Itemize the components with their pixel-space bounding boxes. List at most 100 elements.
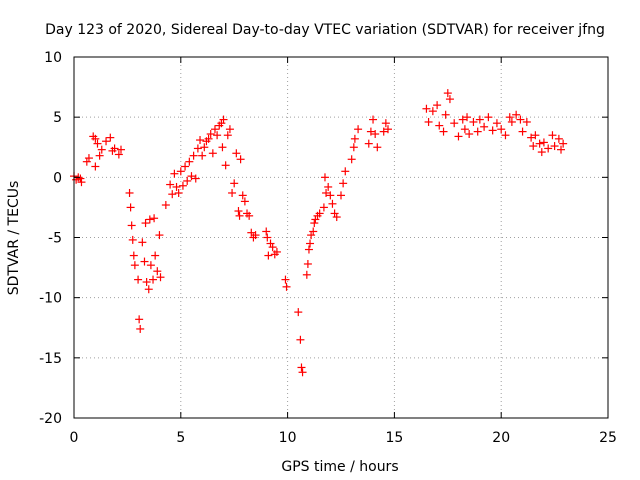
- data-point: [304, 245, 313, 254]
- data-point: [322, 188, 331, 197]
- data-point: [263, 233, 272, 242]
- data-point: [307, 231, 316, 240]
- data-point: [443, 89, 452, 98]
- data-point: [206, 130, 215, 139]
- x-tick-label: 20: [492, 430, 510, 446]
- data-point: [473, 127, 482, 136]
- data-point: [251, 231, 260, 240]
- data-point: [264, 251, 273, 260]
- data-point: [221, 161, 230, 170]
- data-point: [326, 191, 335, 200]
- data-point: [435, 121, 444, 130]
- data-point: [129, 251, 138, 260]
- data-point: [210, 125, 219, 134]
- data-point: [445, 95, 454, 104]
- data-point: [306, 239, 315, 248]
- data-point: [134, 275, 143, 284]
- data-point: [319, 203, 328, 212]
- y-tick-label: 10: [44, 50, 62, 66]
- data-point: [559, 139, 568, 148]
- data-point: [166, 180, 175, 189]
- data-point: [463, 113, 472, 122]
- data-point: [371, 130, 380, 139]
- data-point: [128, 235, 137, 244]
- data-point: [347, 155, 356, 164]
- data-point: [480, 122, 489, 131]
- data-point: [311, 215, 320, 224]
- data-point: [234, 207, 243, 216]
- y-tick-label: -20: [39, 411, 62, 427]
- data-point: [332, 213, 341, 222]
- data-point: [198, 151, 207, 160]
- data-point: [176, 167, 185, 176]
- y-axis-label: SDTVAR / TECUs: [6, 181, 22, 296]
- data-point: [126, 203, 135, 212]
- data-point: [146, 261, 155, 270]
- data-point: [281, 275, 290, 284]
- data-point: [268, 243, 277, 252]
- data-point: [297, 363, 306, 372]
- data-point: [183, 176, 192, 185]
- data-point: [235, 211, 244, 220]
- chart-title: Day 123 of 2020, Sidereal Day-to-day VTE…: [45, 22, 605, 38]
- data-point: [225, 125, 234, 134]
- data-point: [106, 133, 115, 142]
- data-point: [185, 157, 194, 166]
- data-point: [557, 145, 566, 154]
- data-point: [172, 182, 181, 191]
- data-point: [204, 134, 213, 143]
- data-point: [544, 144, 553, 153]
- data-point: [155, 231, 164, 240]
- data-point: [379, 127, 388, 136]
- data-point: [138, 238, 147, 247]
- data-point: [527, 133, 536, 142]
- data-point: [230, 179, 239, 188]
- data-point: [141, 219, 150, 228]
- data-point: [516, 115, 525, 124]
- data-point: [142, 278, 151, 287]
- data-point: [238, 191, 247, 200]
- data-point: [428, 107, 437, 116]
- data-point: [91, 162, 100, 171]
- data-point: [302, 270, 311, 279]
- data-point: [76, 174, 85, 183]
- data-point: [240, 197, 249, 206]
- x-tick-label: 15: [385, 430, 403, 446]
- data-point: [223, 131, 232, 140]
- data-point: [373, 143, 382, 152]
- data-point: [460, 125, 469, 134]
- data-point: [296, 335, 305, 344]
- data-point: [339, 179, 348, 188]
- data-point: [272, 247, 281, 256]
- data-point: [535, 139, 544, 148]
- data-point: [262, 227, 271, 236]
- data-point: [529, 142, 538, 151]
- data-point: [232, 149, 241, 158]
- data-point: [450, 119, 459, 128]
- x-tick-label: 10: [279, 430, 297, 446]
- data-point: [84, 154, 93, 163]
- data-point: [328, 199, 337, 208]
- data-point: [303, 259, 312, 268]
- data-point: [196, 136, 205, 145]
- data-point: [554, 134, 563, 143]
- data-point: [150, 214, 159, 223]
- data-point: [93, 139, 102, 148]
- data-point: [492, 119, 501, 128]
- data-point: [294, 308, 303, 317]
- data-point: [537, 148, 546, 157]
- data-point: [518, 127, 527, 136]
- data-point: [522, 117, 531, 126]
- data-point: [512, 110, 521, 119]
- data-point: [548, 131, 557, 140]
- data-point: [102, 137, 111, 146]
- x-tick-label: 25: [599, 430, 617, 446]
- data-point: [168, 190, 177, 199]
- data-point: [439, 127, 448, 136]
- data-point: [433, 101, 442, 110]
- data-point: [330, 209, 339, 218]
- data-point: [208, 149, 217, 158]
- data-point: [349, 143, 358, 152]
- data-point: [189, 151, 198, 160]
- y-tick-label: -15: [39, 351, 62, 367]
